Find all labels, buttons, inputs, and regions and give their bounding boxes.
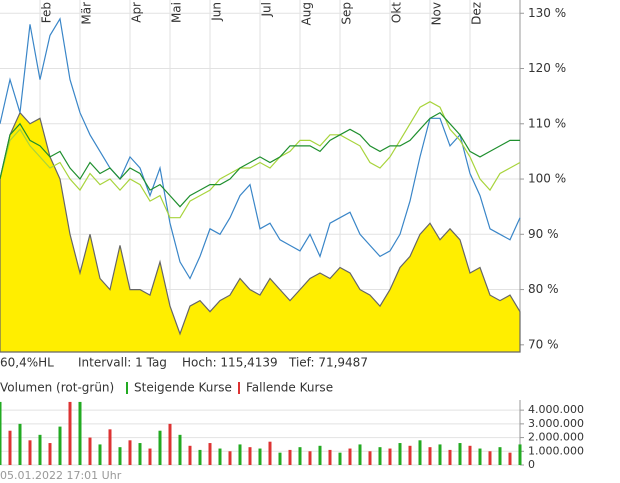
volume-bar (268, 441, 272, 465)
x-tick-label: Feb (40, 2, 54, 23)
x-tick-label: Sep (340, 2, 354, 25)
x-tick-label: Mär (80, 2, 94, 25)
x-tick-label: Okt (390, 2, 404, 23)
x-tick-label: Apr (130, 2, 144, 23)
volume-bar (308, 451, 312, 465)
volume-bar (478, 448, 482, 465)
x-tick-label: Jul (260, 2, 274, 17)
x-tick-label: Dez (470, 2, 484, 25)
volume-bar (418, 440, 422, 465)
volume-bar (118, 447, 122, 465)
volume-bar (28, 440, 32, 465)
volume-bar (508, 452, 512, 465)
volume-bar (448, 449, 452, 465)
volume-bar (108, 429, 112, 465)
legend-swatch (126, 382, 128, 394)
line (0, 111, 520, 208)
volume-bar (338, 452, 342, 465)
high-info: Hoch: 115,4139 (182, 356, 278, 370)
volume-bar (358, 444, 362, 465)
volume-bar (398, 443, 402, 465)
volume-bar (468, 445, 472, 465)
volume-bar (498, 447, 502, 465)
volume-bar (78, 401, 82, 465)
legend-label: Fallende Kurse (246, 381, 333, 395)
volume-bar (388, 448, 392, 465)
volume-title: Volumen (rot-grün) (0, 381, 114, 395)
volume-bar (148, 448, 152, 465)
volume-bar (198, 449, 202, 465)
volume-bar (428, 447, 432, 465)
legend-swatch (238, 382, 240, 394)
y-tick-label: 80 % (528, 282, 559, 296)
volume-bar (128, 440, 132, 465)
volume-bar (158, 430, 162, 465)
volume-bar (58, 426, 62, 465)
volume-bar (368, 451, 372, 465)
volume-bar (208, 443, 212, 465)
volume-bar (518, 444, 522, 465)
volume-bar (88, 437, 92, 465)
y-tick-label: 0 (528, 458, 535, 471)
volume-bar (408, 445, 412, 465)
volume-bar (38, 434, 42, 465)
volume-bar (278, 452, 282, 465)
volume-bar (228, 451, 232, 465)
line (0, 17, 521, 280)
volume-bar (318, 445, 322, 465)
interval-info: Intervall: 1 Tag (78, 356, 167, 370)
y-tick-label: 70 % (528, 337, 559, 351)
range-info: 60,4%HL (0, 356, 54, 370)
volume-bar (248, 447, 252, 465)
volume-bar (8, 430, 12, 465)
volume-bar (138, 443, 142, 465)
y-tick-label: 2.000.000 (528, 431, 584, 444)
legend-label: Steigende Kurse (134, 381, 232, 395)
volume-bar (188, 445, 192, 465)
volume-bar (48, 443, 52, 465)
x-tick-label: Nov (430, 2, 444, 25)
volume-bar (348, 448, 352, 465)
volume-bar (258, 448, 262, 465)
y-tick-label: 130 % (528, 6, 566, 20)
y-tick-label: 3.000.000 (528, 417, 584, 430)
volume-bar (0, 401, 2, 465)
y-tick-label: 100 % (528, 172, 566, 186)
volume-bar (68, 401, 72, 465)
x-tick-label: Jun (210, 2, 224, 22)
x-tick-label: Aug (300, 2, 314, 25)
y-tick-label: 90 % (528, 227, 559, 241)
volume-bar (488, 451, 492, 465)
volume-bar (218, 448, 222, 465)
line (0, 101, 521, 219)
area (0, 111, 521, 353)
timestamp: 05.01.2022 17:01 Uhr (0, 469, 122, 482)
volume-bar (288, 449, 292, 465)
volume-bar (438, 444, 442, 465)
low-info: Tief: 71,9487 (288, 356, 368, 370)
volume-bar (238, 444, 242, 465)
volume-bar (378, 447, 382, 465)
y-tick-label: 110 % (528, 116, 566, 130)
y-tick-label: 120 % (528, 61, 566, 75)
volume-bar (168, 423, 172, 465)
y-tick-label: 1.000.000 (528, 444, 584, 457)
volume-bar (98, 444, 102, 465)
volume-bar (328, 449, 332, 465)
y-tick-label: 4.000.000 (528, 403, 584, 416)
volume-bar (458, 443, 462, 465)
volume-bar (178, 434, 182, 465)
volume-bar (298, 447, 302, 465)
x-tick-label: Mai (170, 2, 184, 23)
volume-bar (18, 423, 22, 465)
